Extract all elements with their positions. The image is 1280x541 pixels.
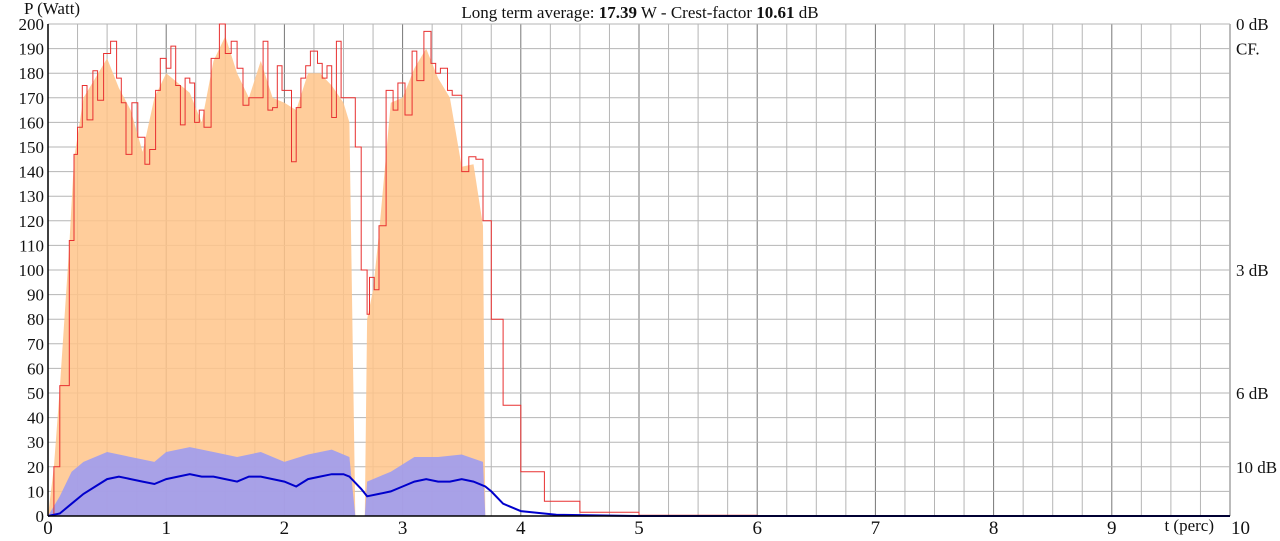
- x-tick-label: 3: [398, 518, 408, 539]
- y-tick-label: 60: [27, 359, 44, 378]
- y-tick-label: 80: [27, 310, 44, 329]
- y-tick-label: 190: [19, 40, 45, 59]
- y-tick-label: 0: [36, 507, 45, 526]
- x-tick-label: 6: [752, 518, 762, 539]
- y-tick-label: 100: [19, 261, 45, 280]
- x-tick-label: 10: [1231, 518, 1250, 539]
- series-average-line: [47, 473, 1230, 517]
- y-tick-label: 20: [27, 458, 44, 477]
- y-tick-label: 130: [19, 187, 45, 206]
- y-tick-label: 180: [19, 64, 45, 83]
- right-axis-label: CF.: [1236, 40, 1260, 59]
- chart-title: Long term average: 17.39 W - Crest-facto…: [461, 3, 818, 22]
- y-tick-label: 10: [27, 482, 44, 501]
- series-envelope-3: [48, 447, 1230, 516]
- x-tick-label: 1: [161, 518, 171, 539]
- right-axis-label: 3 dB: [1236, 261, 1269, 280]
- tick-labels: 0102030405060708090100110120130140150160…: [19, 15, 1278, 539]
- y-tick-label: 120: [19, 212, 45, 231]
- y-tick-label: 140: [19, 163, 45, 182]
- series-peak-line: [48, 23, 1230, 517]
- y-axis-label: P (Watt): [24, 0, 80, 18]
- x-tick-label: 7: [871, 518, 881, 539]
- envelope-fills: [48, 36, 1230, 517]
- y-tick-label: 170: [19, 89, 45, 108]
- title-crest-value: 10.61: [756, 3, 794, 22]
- x-tick-label: 5: [634, 518, 644, 539]
- y-tick-label: 30: [27, 433, 44, 452]
- title-prefix: Long term average:: [461, 3, 598, 22]
- x-tick-label: 8: [989, 518, 999, 539]
- y-tick-label: 200: [19, 15, 45, 34]
- title-unit-mid: W - Crest-factor: [637, 3, 756, 22]
- series-envelope-2: [48, 36, 1230, 517]
- y-tick-label: 150: [19, 138, 45, 157]
- x-tick-label: 0: [43, 518, 53, 539]
- title-average-value: 17.39: [599, 3, 637, 22]
- title-unit-end: dB: [795, 3, 819, 22]
- right-axis-label: 10 dB: [1236, 458, 1277, 477]
- x-axis-label: t (perc): [1164, 516, 1214, 535]
- right-axis-label: 6 dB: [1236, 384, 1269, 403]
- x-tick-label: 4: [516, 518, 526, 539]
- y-tick-label: 90: [27, 286, 44, 305]
- y-tick-label: 110: [19, 236, 44, 255]
- axes: [47, 24, 1230, 517]
- right-axis-label: 0 dB: [1236, 15, 1269, 34]
- y-tick-label: 70: [27, 335, 44, 354]
- y-tick-label: 40: [27, 409, 44, 428]
- y-tick-label: 160: [19, 113, 45, 132]
- x-tick-label: 9: [1107, 518, 1117, 539]
- series-lines: [47, 23, 1230, 517]
- y-tick-label: 50: [27, 384, 44, 403]
- x-tick-label: 2: [280, 518, 290, 539]
